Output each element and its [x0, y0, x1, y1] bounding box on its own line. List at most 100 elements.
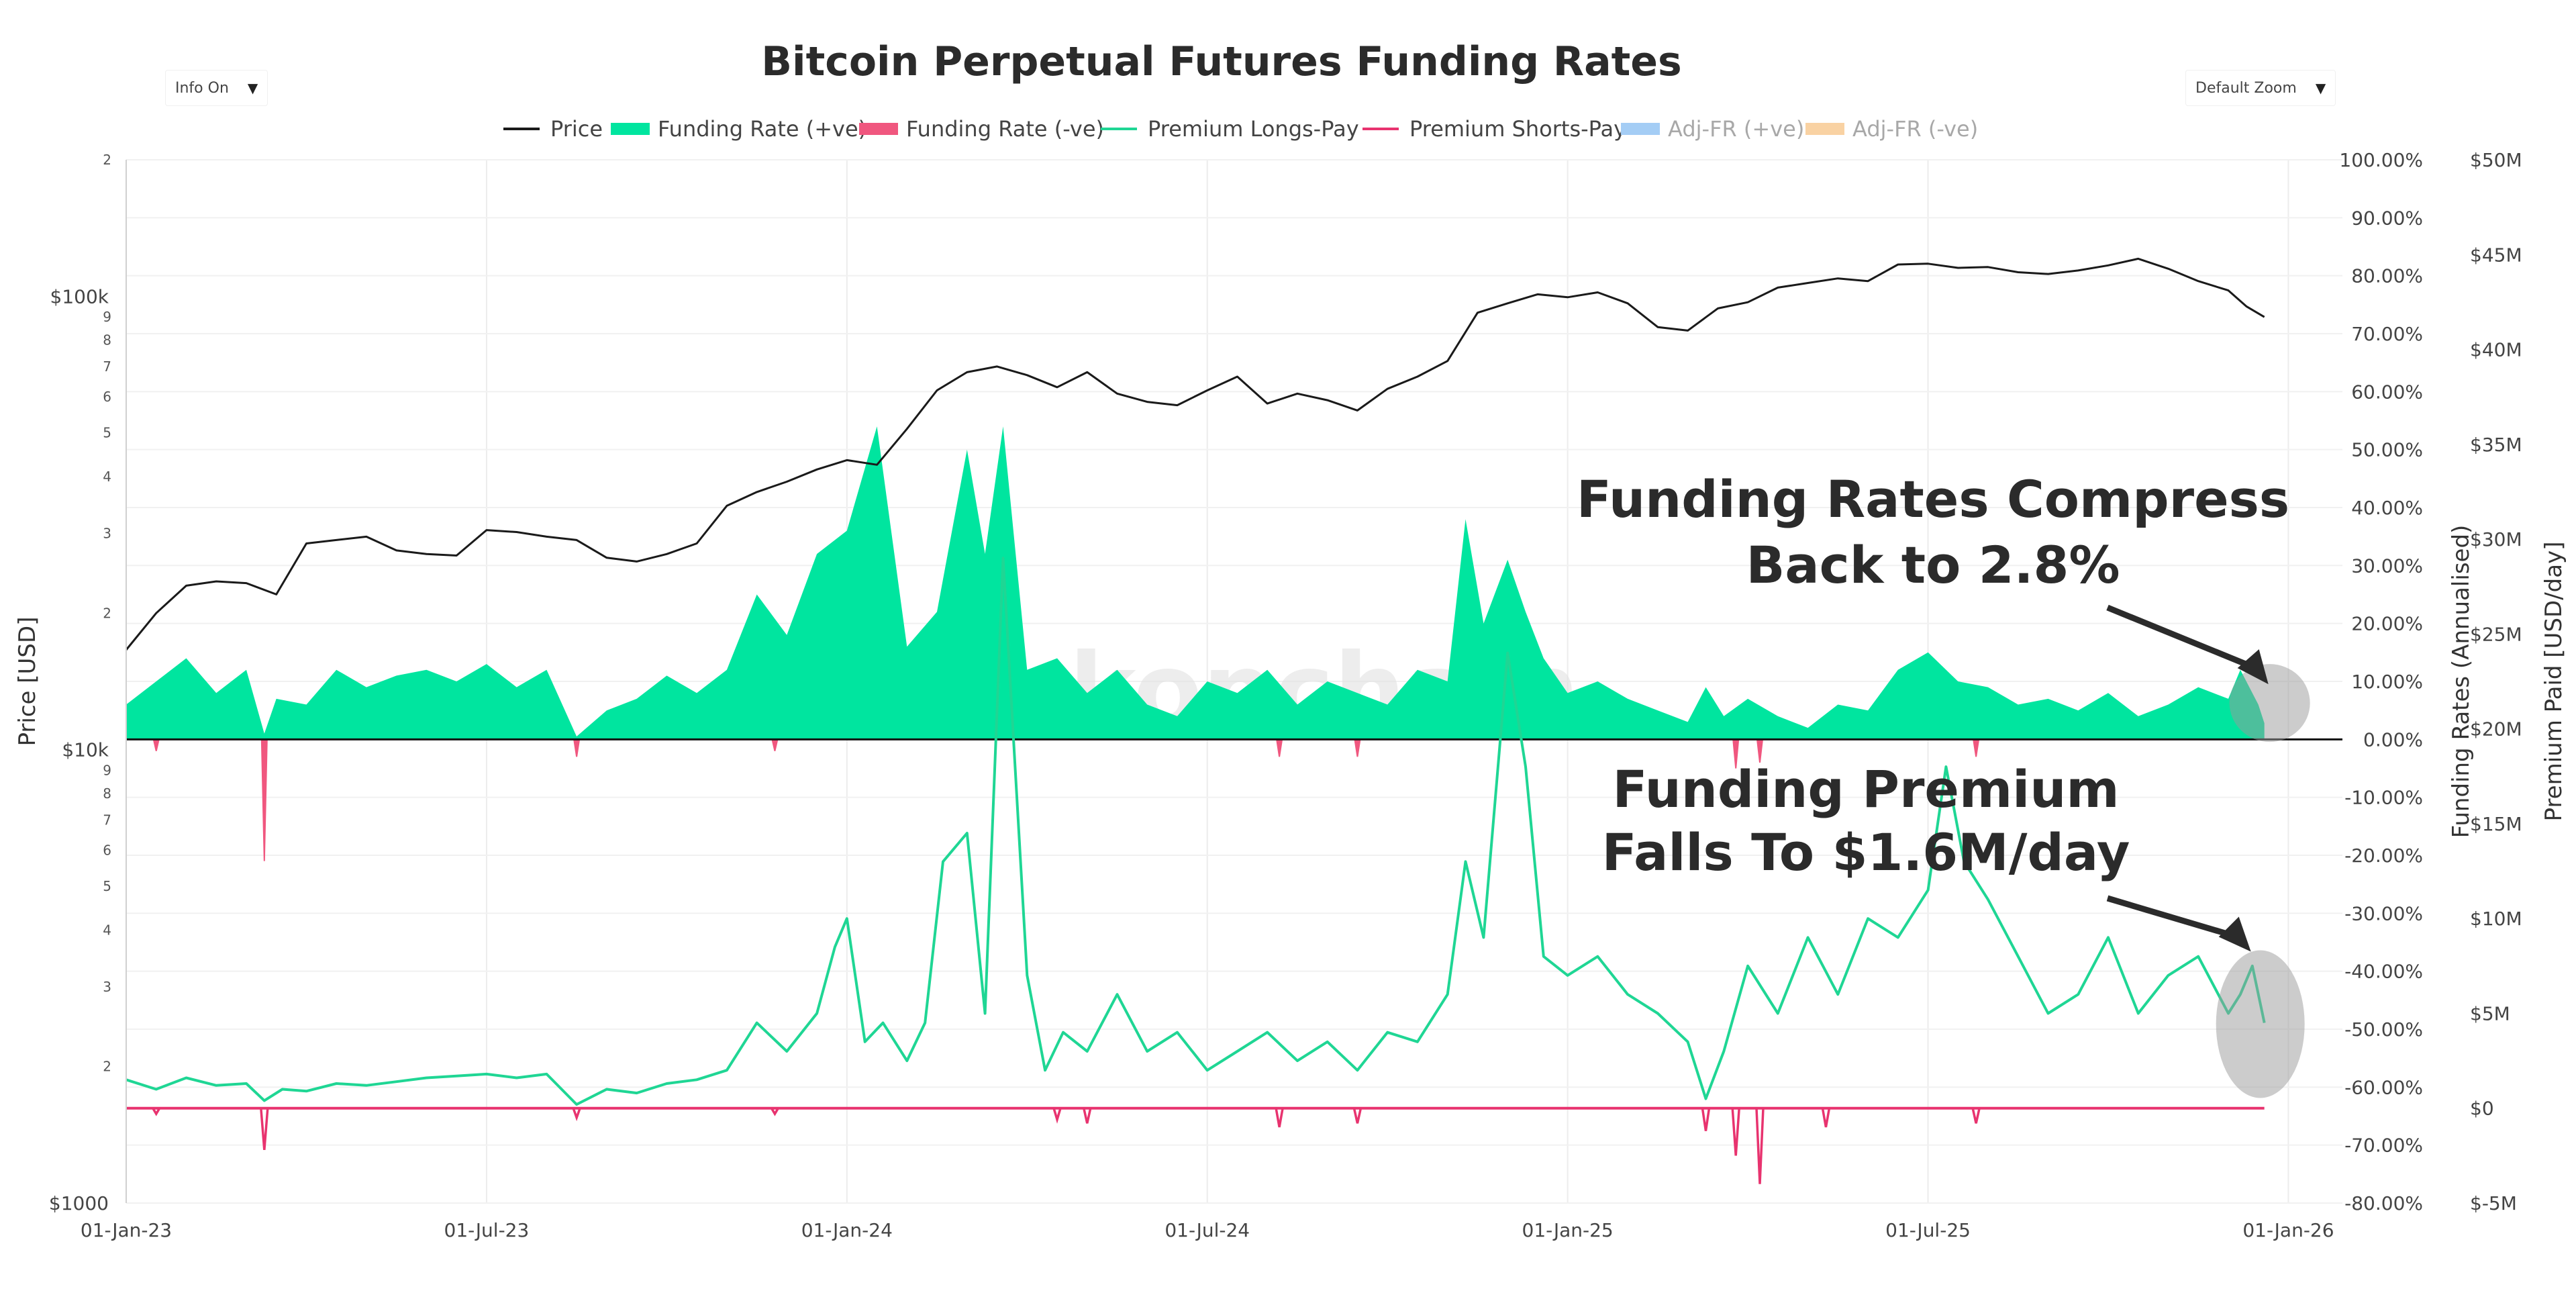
legend-swatch — [611, 123, 650, 135]
x-tick-label: 01-Jan-26 — [2242, 1219, 2334, 1241]
chart-title: Bitcoin Perpetual Futures Funding Rates — [761, 38, 1681, 85]
price-axis-title: Price [USD] — [14, 617, 41, 747]
annotation-text: Funding Premium — [1612, 759, 2119, 819]
annotation-text: Funding Rates Compress — [1577, 469, 2289, 529]
premium-longs-pay-line — [126, 557, 2266, 1106]
legend-item[interactable]: Price — [503, 116, 603, 142]
price-minor-tick-label: 8 — [103, 785, 111, 802]
price-minor-tick-label: 8 — [103, 332, 111, 348]
legend-item[interactable]: Adj-FR (+ve) — [1621, 116, 1804, 142]
price-minor-tick-label: 9 — [103, 763, 111, 779]
funding-tick-label: 80.00% — [2351, 265, 2423, 287]
funding-tick-label: 90.00% — [2351, 207, 2423, 229]
annotation-arrow-line — [2106, 895, 2238, 940]
annotation-text: Falls To $1.6M/day — [1602, 822, 2130, 882]
x-tick-label: 01-Jul-25 — [1885, 1219, 1971, 1241]
premium-shorts-pay-spike — [1352, 1108, 1363, 1124]
price-minor-tick-label: 6 — [103, 842, 111, 858]
legend-item[interactable]: Funding Rate (+ve) — [611, 116, 866, 142]
funding-tick-label: -50.00% — [2344, 1018, 2423, 1041]
premium-shorts-pay-spike — [1755, 1108, 1765, 1184]
legend-item[interactable]: Premium Shorts-Pay — [1363, 116, 1626, 142]
legend-label: Funding Rate (-ve) — [906, 116, 1104, 142]
funding-tick-label: 30.00% — [2351, 555, 2423, 577]
x-tick-label: 01-Jan-23 — [81, 1219, 172, 1241]
premium-shorts-pay-spike — [1083, 1108, 1092, 1124]
legend-item[interactable]: Premium Longs-Pay — [1101, 116, 1359, 142]
price-minor-tick-label: 2 — [103, 605, 111, 621]
funding-rate-negative-spike — [771, 738, 779, 751]
premium-tick-label: $15M — [2470, 813, 2522, 835]
premium-tick-label: $20M — [2470, 718, 2522, 740]
funding-tick-label: -70.00% — [2344, 1135, 2423, 1157]
info-toggle-dropdown[interactable]: Info On ▼ — [165, 70, 268, 106]
chevron-down-icon: ▼ — [247, 80, 258, 96]
price-minor-tick-label: 2 — [103, 152, 111, 168]
premium-shorts-pay-spike — [1731, 1108, 1740, 1156]
premium-tick-label: $10M — [2470, 908, 2522, 930]
annotation-text: Back to 2.8% — [1746, 535, 2120, 595]
price-minor-tick-label: 4 — [103, 922, 111, 938]
premium-axis-title: Premium Paid [USD/day] — [2540, 542, 2567, 822]
price-minor-tick-label: 3 — [103, 979, 111, 995]
zoom-dropdown[interactable]: Default Zoom ▼ — [2185, 70, 2336, 106]
annotation-arrow-line — [2106, 604, 2261, 673]
premium-tick-label: $5M — [2470, 1002, 2510, 1024]
price-minor-tick-label: 4 — [103, 469, 111, 485]
funding-tick-label: 50.00% — [2351, 439, 2423, 461]
price-minor-tick-label: 7 — [103, 812, 111, 828]
price-minor-tick-label: 7 — [103, 358, 111, 375]
price-tick-label: $1000 — [49, 1192, 109, 1214]
annotation-arrow-head — [2237, 649, 2269, 685]
premium-tick-label: $30M — [2470, 528, 2522, 550]
legend[interactable]: Price Funding Rate (+ve) Funding Rate (-ve… — [503, 116, 1978, 142]
premium-lines — [126, 557, 2266, 1184]
highlight-ellipse — [2216, 950, 2305, 1098]
funding-tick-label: 40.00% — [2351, 497, 2423, 519]
funding-rate-negative-spike — [1275, 738, 1283, 757]
funding-rate-negative-spike — [1354, 738, 1361, 757]
premium-shorts-pay-spike — [1701, 1108, 1711, 1131]
x-tick-label: 01-Jan-25 — [1522, 1219, 1614, 1241]
funding-tick-label: 70.00% — [2351, 323, 2423, 345]
axes: 01-Jan-23 01-Jul-23 01-Jan-24 01-Jul-24 01-J… — [14, 149, 2567, 1241]
premium-tick-label: $-5M — [2470, 1192, 2517, 1214]
premium-shorts-pay-spike — [1971, 1108, 1981, 1124]
funding-tick-label: 60.00% — [2351, 381, 2423, 403]
price-minor-tick-label: 2 — [103, 1059, 111, 1075]
funding-tick-label: -20.00% — [2344, 845, 2423, 867]
premium-shorts-pay-spike — [1275, 1108, 1284, 1128]
funding-axis-title: Funding Rates (Annualised) — [2448, 525, 2475, 839]
funding-tick-label: -30.00% — [2344, 902, 2423, 924]
price-minor-tick-label: 9 — [103, 309, 111, 325]
premium-shorts-pay-spike — [1052, 1108, 1062, 1124]
x-tick-label: 01-Jan-24 — [801, 1219, 893, 1241]
funding-tick-label: -40.00% — [2344, 961, 2423, 983]
premium-tick-label: $40M — [2470, 339, 2522, 361]
legend-item[interactable]: Adj-FR (-ve) — [1805, 116, 1978, 142]
funding-rate-positive-area — [126, 426, 2265, 740]
legend-label: Funding Rate (+ve) — [658, 116, 866, 142]
premium-tick-label: $50M — [2470, 149, 2522, 171]
x-tick-label: 01-Jul-24 — [1165, 1219, 1250, 1241]
legend-label: Price — [550, 116, 603, 142]
legend-swatch — [1621, 123, 1660, 135]
zoom-label: Default Zoom — [2195, 79, 2297, 97]
premium-tick-label: $0 — [2470, 1098, 2494, 1120]
legend-swatch — [859, 123, 898, 135]
legend-item[interactable]: Funding Rate (-ve) — [859, 116, 1104, 142]
premium-tick-label: $45M — [2470, 244, 2522, 266]
premium-shorts-pay-spike — [260, 1108, 269, 1151]
x-tick-label: 01-Jul-23 — [444, 1219, 530, 1241]
price-minor-tick-label: 5 — [103, 878, 111, 894]
premium-shorts-pay-spike — [152, 1107, 161, 1116]
info-toggle-label: Info On — [175, 79, 229, 97]
legend-label: Adj-FR (+ve) — [1668, 116, 1804, 142]
highlight-circle — [2229, 664, 2310, 743]
funding-tick-label: -60.00% — [2344, 1076, 2423, 1098]
premium-shorts-pay-spike — [1821, 1108, 1831, 1128]
funding-tick-label: 10.00% — [2351, 671, 2423, 693]
legend-swatch — [1805, 123, 1844, 135]
